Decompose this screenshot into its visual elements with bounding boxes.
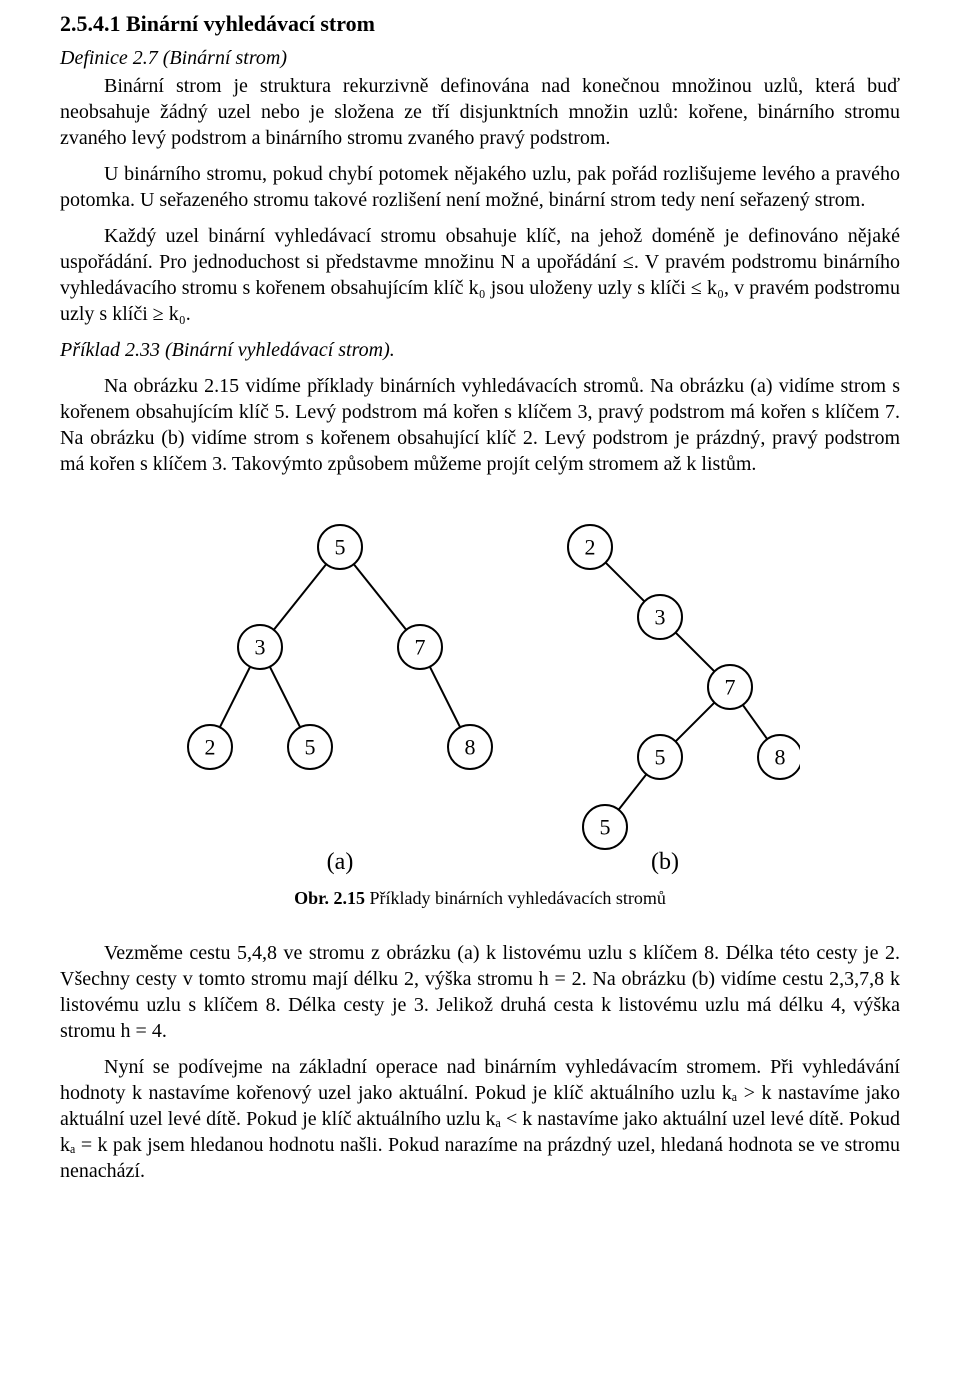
figure-caption: Obr. 2.15 Příklady binárních vyhledávací…: [60, 887, 900, 910]
svg-text:(b): (b): [651, 849, 679, 875]
svg-text:2: 2: [205, 734, 216, 759]
example-title: Příklad 2.33 (Binární vyhledávací strom)…: [60, 337, 900, 363]
svg-text:3: 3: [255, 634, 266, 659]
svg-text:7: 7: [415, 634, 426, 659]
tree-diagram: 5 3 7 2 5 8 (a) 2 3 7 5 8 5 (b): [160, 507, 800, 877]
svg-text:8: 8: [775, 744, 786, 769]
paragraph-3: Každý uzel binární vyhledávací stromu ob…: [60, 223, 900, 327]
section-title: 2.5.4.1 Binární vyhledávací strom: [60, 10, 900, 39]
paragraph-6: Vezměme cestu 5,4,8 ve stromu z obrázku …: [60, 940, 900, 1044]
svg-text:(a): (a): [327, 849, 354, 875]
paragraph-7: Nyní se podívejme na základní operace na…: [60, 1054, 900, 1184]
svg-text:2: 2: [585, 534, 596, 559]
svg-text:5: 5: [600, 814, 611, 839]
svg-text:5: 5: [655, 744, 666, 769]
figure-2-15: 5 3 7 2 5 8 (a) 2 3 7 5 8 5 (b): [60, 507, 900, 877]
definition-title: Definice 2.7 (Binární strom): [60, 45, 900, 71]
svg-text:5: 5: [305, 734, 316, 759]
paragraph-1: Binární strom je struktura rekurzivně de…: [60, 73, 900, 151]
paragraph-2: U binárního stromu, pokud chybí potomek …: [60, 161, 900, 213]
caption-bold: Obr. 2.15: [294, 888, 365, 908]
svg-text:5: 5: [335, 534, 346, 559]
svg-text:7: 7: [725, 674, 736, 699]
svg-text:8: 8: [465, 734, 476, 759]
paragraph-5: Na obrázku 2.15 vidíme příklady binárníc…: [60, 373, 900, 477]
svg-text:3: 3: [655, 604, 666, 629]
caption-rest: Příklady binárních vyhledávacích stromů: [365, 888, 666, 908]
